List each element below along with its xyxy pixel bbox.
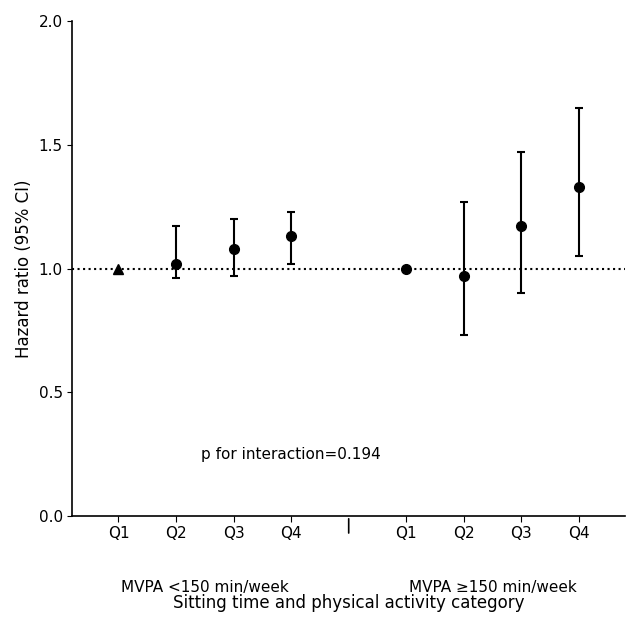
Text: p for interaction=0.194: p for interaction=0.194 bbox=[201, 447, 381, 461]
Text: MVPA ≥150 min/week: MVPA ≥150 min/week bbox=[409, 580, 577, 595]
Text: MVPA <150 min/week: MVPA <150 min/week bbox=[121, 580, 289, 595]
Y-axis label: Hazard ratio (95% CI): Hazard ratio (95% CI) bbox=[15, 179, 33, 358]
X-axis label: Sitting time and physical activity category: Sitting time and physical activity categ… bbox=[173, 594, 524, 612]
